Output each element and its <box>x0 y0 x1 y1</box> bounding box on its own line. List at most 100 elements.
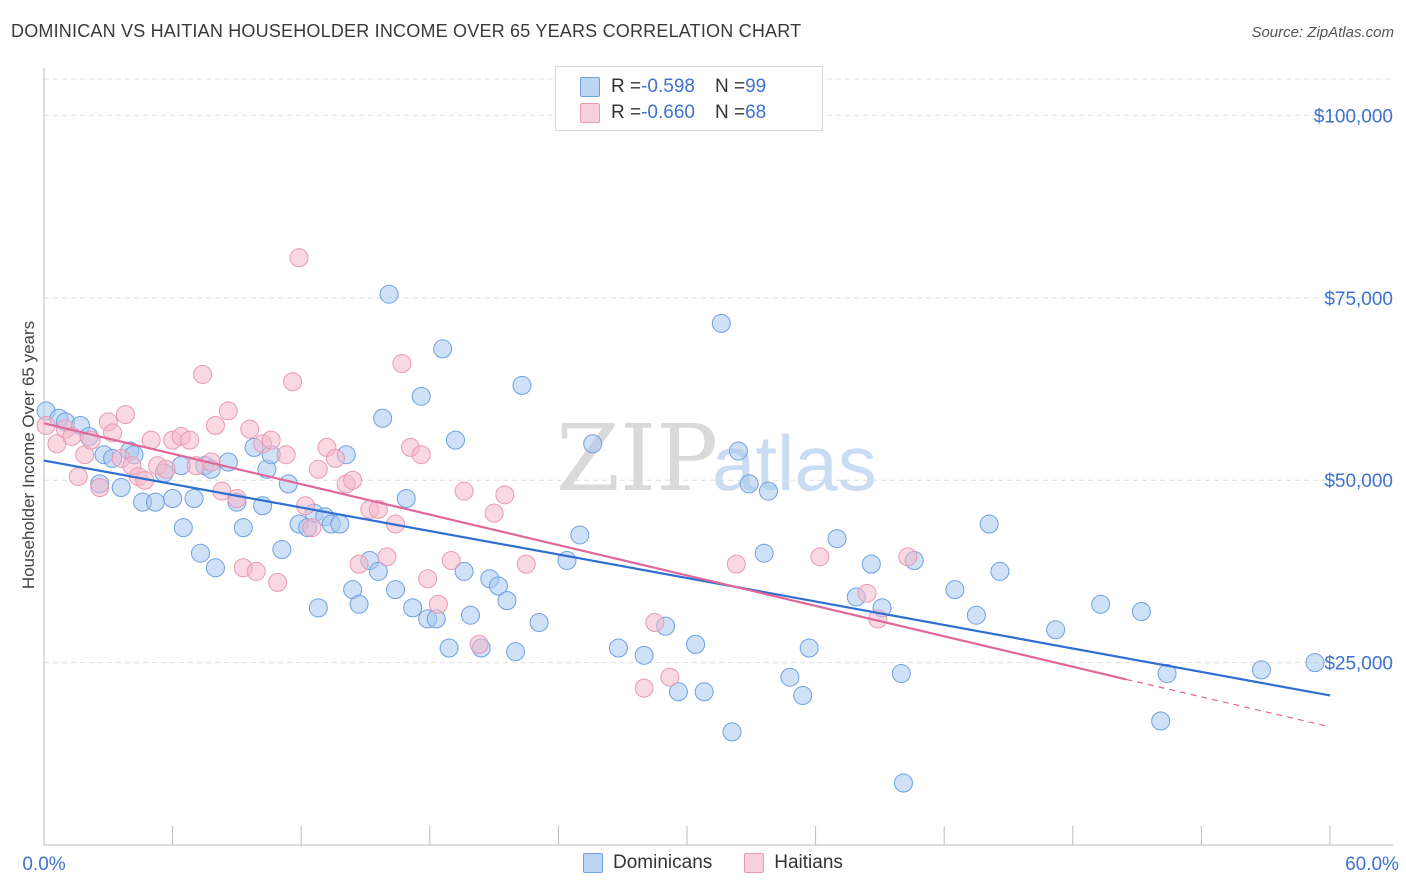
haitian-point <box>484 503 504 523</box>
haitian-point <box>516 554 536 574</box>
x-tick-label: 0.0% <box>22 854 65 875</box>
dominican-point <box>1157 664 1177 684</box>
r-value: -0.598 <box>641 76 695 97</box>
haitian-point <box>726 554 746 574</box>
stats-legend: R = -0.598 N = 99 R = -0.660 N = 68 <box>555 66 823 131</box>
haitian-point <box>411 445 431 465</box>
y-tick-label: $75,000 <box>1324 289 1393 310</box>
stats-legend-dominicans: R = -0.598 N = 99 <box>580 76 766 98</box>
haitian-point <box>343 470 363 490</box>
dominican-point <box>1131 602 1151 622</box>
haitian-point <box>308 459 328 479</box>
dominican-point <box>583 434 603 454</box>
legend-item-haitians: Haitians <box>744 852 843 874</box>
haitian-point <box>469 634 489 654</box>
haitian-point <box>283 372 303 392</box>
r-label: R = <box>611 102 642 123</box>
series-legend: Dominicans Haitians <box>583 852 875 874</box>
haitian-point <box>261 430 281 450</box>
haitians-legend-swatch <box>744 853 765 873</box>
legend-label-dominicans: Dominicans <box>613 852 713 873</box>
haitian-point <box>276 445 296 465</box>
dominicans-swatch <box>580 77 600 97</box>
dominican-point <box>308 598 328 618</box>
dominican-point <box>433 339 453 359</box>
haitian-trend-extension <box>1126 678 1331 728</box>
dominican-point <box>990 561 1010 581</box>
haitian-point <box>441 550 461 570</box>
dominican-point <box>827 529 847 549</box>
dominican-point <box>205 558 225 578</box>
haitian-point <box>193 364 213 384</box>
haitian-point <box>103 423 123 443</box>
dominican-point <box>722 722 742 742</box>
haitian-point <box>289 248 309 268</box>
y-tick-label: $50,000 <box>1324 471 1393 492</box>
dominican-point <box>461 605 481 625</box>
dominican-point <box>497 591 517 611</box>
stats-legend-haitians: R = -0.660 N = 68 <box>580 102 766 124</box>
haitian-point <box>227 488 247 508</box>
haitian-point <box>180 430 200 450</box>
watermark-atlas: atlas <box>712 419 877 507</box>
dominican-point <box>780 667 800 687</box>
dominican-point <box>1151 711 1171 731</box>
dominican-point <box>694 682 714 702</box>
y-tick-label: $100,000 <box>1314 106 1393 127</box>
n-label: N = <box>714 76 746 97</box>
source-label: Source: ZipAtlas.com <box>1251 24 1394 41</box>
haitian-point <box>268 572 288 592</box>
haitian-point <box>349 554 369 574</box>
dominican-point <box>173 518 193 538</box>
dominican-trend-line <box>43 459 1331 697</box>
dominican-point <box>439 638 459 658</box>
n-label: N = <box>714 102 746 123</box>
r-value: -0.660 <box>641 102 695 123</box>
haitian-point <box>246 561 266 581</box>
dominican-point <box>506 642 526 662</box>
dominican-point <box>349 594 369 614</box>
dominican-point <box>145 492 165 512</box>
dominican-point <box>272 540 292 560</box>
x-tick-labels: 0.0% 60.0% <box>22 854 1399 875</box>
dominican-point <box>190 543 210 563</box>
haitian-point <box>810 547 830 567</box>
dominican-point <box>233 518 253 538</box>
dominican-point <box>1251 660 1271 680</box>
dominicans-legend-swatch <box>583 853 603 873</box>
dominican-point <box>184 488 204 508</box>
dominican-point <box>799 638 819 658</box>
trend-lines <box>43 422 1331 728</box>
haitian-point <box>377 547 397 567</box>
haitian-point <box>898 547 918 567</box>
haitian-point <box>454 481 474 501</box>
haitian-point <box>115 405 135 425</box>
haitians-swatch <box>580 103 600 123</box>
haitian-point <box>645 612 665 632</box>
haitian-point <box>660 667 680 687</box>
haitian-points <box>36 248 918 698</box>
dominican-point <box>111 478 131 498</box>
haitian-point <box>295 496 315 516</box>
n-value: 68 <box>745 102 767 123</box>
dominican-points <box>36 284 1325 793</box>
haitian-point <box>156 459 176 479</box>
axes <box>43 68 1393 846</box>
dominican-point <box>529 612 549 632</box>
dominican-point <box>966 605 986 625</box>
watermark-zip: ZIP <box>556 405 718 512</box>
legend-item-dominicans: Dominicans <box>583 852 712 874</box>
dominican-point <box>634 645 654 665</box>
r-label: R = <box>611 76 642 97</box>
dominican-point <box>686 634 706 654</box>
dominican-point <box>411 386 431 406</box>
y-tick-labels: $25,000 $50,000 $75,000 $100,000 <box>1314 106 1393 674</box>
haitian-trend-line <box>43 422 1127 681</box>
dominican-point <box>163 488 183 508</box>
dominican-point <box>278 474 298 494</box>
dominican-point <box>711 313 731 333</box>
dominican-point <box>754 543 774 563</box>
chart-title: DOMINICAN VS HAITIAN HOUSEHOLDER INCOME … <box>11 21 802 41</box>
dominican-point <box>512 375 532 395</box>
